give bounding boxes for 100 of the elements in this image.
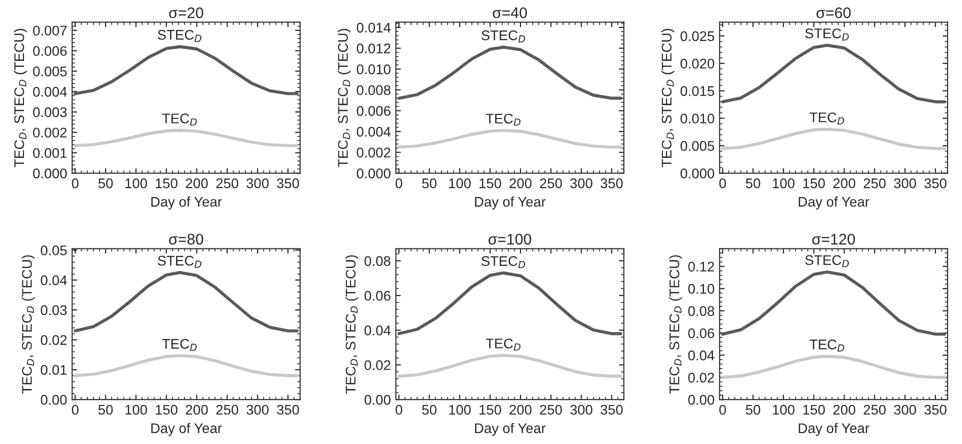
x-tick-label: 50	[98, 404, 113, 415]
y-tick-label: 0.008	[356, 85, 390, 96]
series-label: STEC$_{D}$	[158, 256, 202, 268]
y-tick-label: 0.006	[33, 46, 67, 56]
y-tick-label: 0.04	[688, 350, 714, 360]
x-tick-label: 250	[540, 178, 562, 188]
y-tick-label: 0.10	[688, 284, 714, 294]
y-axis-title: TEC$_{D}$, STEC$_{D}$ (TECU)	[14, 28, 27, 168]
x-tick-label: 200	[833, 404, 856, 415]
x-tick-label: 350	[600, 404, 623, 415]
line-series	[74, 271, 299, 332]
x-tick-label: 150	[803, 404, 825, 415]
x-tick-label: 350	[924, 178, 946, 188]
y-axis-title: TEC$_{D}$, STEC$_{D}$ (TECU)	[345, 255, 358, 394]
y-tick-label: 0.000	[680, 168, 714, 178]
y-tick-label: 0.02	[40, 335, 67, 345]
y-tick-label: 0.006	[356, 106, 390, 116]
y-tick-label: 0.00	[40, 394, 67, 405]
x-axis-title: Day of Year	[151, 422, 222, 436]
line-series	[74, 354, 299, 378]
line-series	[397, 354, 622, 378]
y-tick-label: 0.025	[680, 31, 714, 42]
chart-title: σ=120	[812, 234, 855, 245]
x-tick-label: 0	[72, 404, 79, 415]
series-label: TEC$_{D}$	[162, 114, 197, 126]
y-tick-label: 0.004	[33, 86, 67, 97]
y-tick-label: 0.12	[688, 262, 714, 272]
x-tick-label: 150	[480, 404, 502, 415]
y-tick-label: 0.002	[33, 128, 67, 138]
x-tick-label: 100	[125, 404, 148, 415]
y-tick-label: 0.08	[688, 306, 714, 316]
y-tick-label: 0.03	[40, 305, 67, 316]
x-tick-label: 0	[396, 404, 402, 415]
y-tick-label: 0.005	[33, 66, 67, 76]
y-tick-label: 0.04	[40, 275, 67, 286]
y-tick-label: 0.01	[40, 365, 67, 375]
x-tick-label: 100	[449, 178, 471, 188]
y-axis-title: TEC$_{D}$, STEC$_{D}$ (TECU)	[661, 28, 674, 168]
x-axis-title: Day of Year	[798, 422, 870, 436]
x-axis-title: Day of Year	[798, 196, 870, 210]
y-tick-label: 0.001	[33, 148, 67, 158]
y-tick-label: 0.02	[364, 360, 390, 370]
x-tick-label: 0	[396, 178, 402, 188]
series-label: STEC$_{D}$	[158, 30, 202, 42]
x-tick-label: 200	[833, 178, 856, 188]
x-tick-label: 350	[924, 404, 946, 415]
x-tick-label: 200	[186, 178, 208, 188]
chart-title: σ=100	[488, 234, 532, 245]
series-label: TEC$_{D}$	[486, 114, 520, 126]
y-tick-label: 0.06	[688, 328, 714, 338]
line-series	[397, 46, 622, 100]
line-series	[721, 128, 946, 150]
series-label: STEC$_{D}$	[805, 28, 849, 40]
x-tick-label: 250	[216, 404, 238, 415]
x-tick-label: 300	[894, 178, 916, 188]
series-label: STEC$_{D}$	[482, 256, 526, 268]
x-axis-title: Day of Year	[475, 196, 546, 210]
y-tick-label: 0.00	[688, 394, 714, 405]
x-tick-label: 0	[72, 178, 79, 188]
series-label: TEC$_{D}$	[810, 340, 844, 352]
series-label: STEC$_{D}$	[482, 30, 526, 42]
y-tick-label: 0.010	[680, 114, 714, 124]
x-tick-label: 350	[276, 404, 300, 415]
x-tick-label: 100	[449, 404, 471, 415]
x-tick-label: 100	[772, 404, 794, 415]
x-tick-label: 50	[746, 404, 760, 415]
line-series	[74, 128, 299, 148]
x-tick-label: 250	[216, 178, 238, 188]
x-tick-label: 50	[422, 404, 436, 415]
x-tick-label: 100	[125, 178, 148, 188]
line-series	[721, 270, 946, 336]
y-tick-label: 0.003	[33, 107, 67, 118]
x-tick-label: 150	[156, 178, 178, 188]
y-tick-label: 0.000	[356, 168, 390, 178]
line-series	[74, 45, 299, 96]
y-axis-title: TEC$_{D}$, STEC$_{D}$ (TECU)	[669, 255, 682, 394]
series-label: TEC$_{D}$	[810, 112, 844, 124]
x-tick-label: 350	[276, 178, 300, 188]
x-tick-label: 300	[246, 178, 269, 188]
y-tick-label: 0.012	[356, 44, 390, 54]
x-tick-label: 200	[186, 404, 208, 415]
x-tick-label: 50	[98, 178, 113, 188]
series-label: TEC$_{D}$	[486, 338, 520, 351]
series-label: TEC$_{D}$	[162, 338, 197, 351]
line-series	[721, 354, 946, 379]
x-tick-label: 300	[894, 404, 916, 415]
x-tick-label: 250	[540, 404, 562, 415]
x-tick-label: 200	[510, 404, 532, 415]
x-tick-label: 350	[600, 178, 623, 188]
x-tick-label: 100	[772, 178, 794, 188]
y-tick-label: 0.005	[680, 141, 714, 151]
x-tick-label: 200	[510, 178, 532, 188]
y-tick-label: 0.04	[364, 326, 391, 336]
x-tick-label: 50	[422, 178, 436, 188]
x-axis-title: Day of Year	[475, 422, 546, 436]
x-axis-title: Day of Year	[151, 196, 222, 210]
y-tick-label: 0.007	[33, 26, 67, 36]
y-tick-label: 0.02	[688, 372, 714, 383]
x-tick-label: 150	[803, 178, 825, 188]
x-tick-label: 50	[746, 178, 760, 188]
